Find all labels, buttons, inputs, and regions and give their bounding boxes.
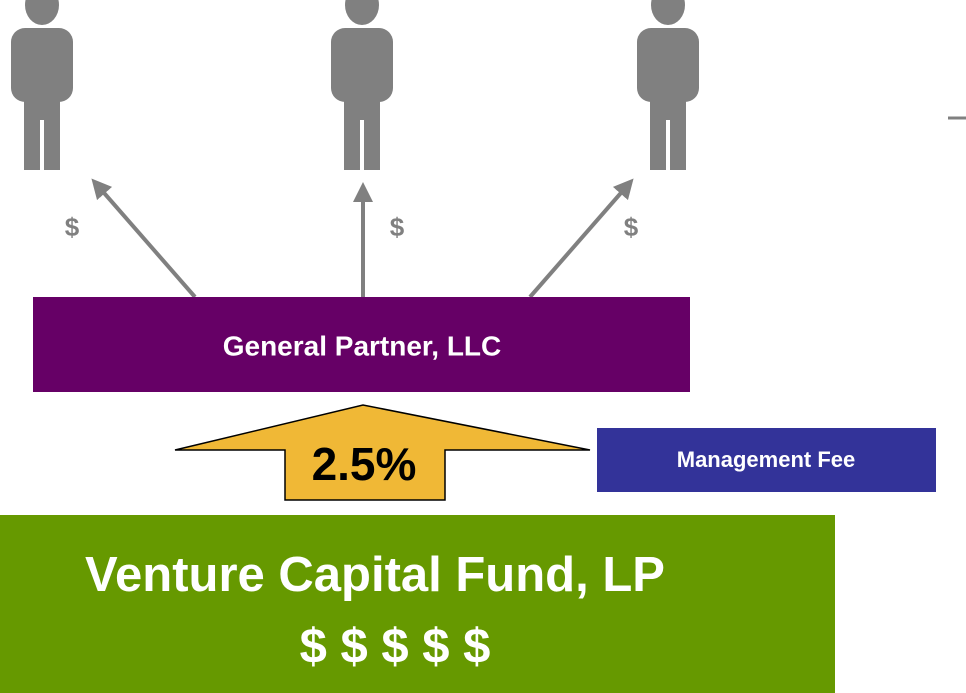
person-icon	[11, 0, 73, 170]
person-icon	[331, 0, 393, 170]
general-partner-label: General Partner, LLC	[223, 330, 502, 361]
general-partner-box	[33, 297, 690, 392]
fee-label: Management Fee	[677, 447, 856, 472]
fund-box	[0, 515, 835, 693]
fee-arrow	[174, 404, 591, 501]
fee-box	[597, 428, 936, 492]
arrow	[91, 178, 197, 299]
fund-name: Venture Capital Fund, LP	[85, 548, 665, 602]
arrow	[528, 178, 634, 299]
payout-label: $	[65, 212, 80, 242]
payout-label: $	[390, 212, 405, 242]
fee-rate: 2.5%	[312, 438, 417, 490]
person-icon	[637, 0, 699, 170]
payout-label: $	[624, 212, 639, 242]
fund-assets: $ $ $ $ $	[300, 620, 491, 674]
